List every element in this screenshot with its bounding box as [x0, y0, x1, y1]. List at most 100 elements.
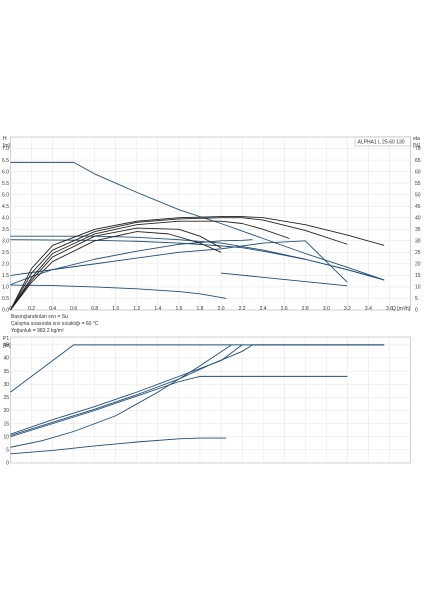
top-y-tick-label-right: 15: [415, 273, 421, 279]
x-tick-label: 0.8: [91, 306, 98, 312]
top-series-line-11: [10, 231, 222, 311]
x-tick-label: 1.2: [133, 306, 140, 312]
bottom-y-tick-label: 45: [3, 343, 9, 349]
top-series-line-5: [10, 284, 227, 299]
x-tick-label: 1.8: [196, 306, 203, 312]
bottom-series-line-5: [10, 437, 227, 455]
top-y-tick-label-right: 70: [415, 146, 421, 152]
top-y-tick-label-right: 0: [415, 308, 418, 314]
bottom-chart-frame: [10, 336, 411, 464]
top-chart-x-ticks: 0 0.2 0.4 0.6 0.8 1.0 1.2 1.4 1.6 1.8 2.0 2.2 2.4 2.6…: [9, 306, 393, 312]
top-y-tick-label: 0.5: [2, 296, 9, 302]
bottom-y-tick-label: 0: [6, 461, 9, 467]
top-y-tick-label: 6.5: [2, 158, 9, 164]
bottom-y-tick-label: 40: [3, 356, 9, 362]
top-y-tick-label-right: 30: [415, 239, 421, 245]
bottom-series-line-4: [10, 344, 232, 448]
top-y-tick-label: 6.0: [2, 169, 9, 175]
chart-title: ALPHA1 L 25-60 130: [358, 140, 405, 146]
bottom-y-tick-label: 30: [3, 382, 9, 388]
x-tick-label: 2.4: [260, 306, 267, 312]
top-y-axis-symbol: H: [3, 136, 7, 142]
top-y-axis-right-symbol: eta: [413, 136, 420, 142]
top-y-axis-unit: [m]: [3, 143, 11, 149]
bottom-series-line-3: [10, 375, 348, 438]
top-series-line-2: [10, 239, 385, 281]
operating-notes: Basınçlandırılan sıvı = Su Çalışma sıras…: [11, 314, 99, 334]
top-series-line-6: [220, 272, 348, 287]
x-tick-label: 2.0: [218, 306, 225, 312]
x-tick-label: 3.4: [365, 306, 372, 312]
top-y-tick-label: 2.0: [2, 262, 9, 268]
bottom-y-axis-unit: [W]: [3, 343, 11, 349]
x-tick-label: 2.8: [302, 306, 309, 312]
x-tick-label: 3.0: [323, 306, 330, 312]
note-density: Yoğunluk = 983.2 kg/m³: [11, 328, 64, 334]
bottom-series-line-1: [10, 344, 385, 436]
x-tick-label: 1.0: [112, 306, 119, 312]
bottom-series-line-0: [10, 344, 385, 393]
power-chart: 0 5 10 15 20 25 30 35 40 45 P1 [W]: [3, 336, 411, 467]
top-y-tick-label-right: 40: [415, 215, 421, 221]
top-y-tick-label: 1.0: [2, 285, 9, 291]
top-y-tick-label: 5.0: [2, 192, 9, 198]
top-chart-frame: [10, 136, 411, 311]
top-y-tick-label: 2.5: [2, 250, 9, 256]
top-series-line-8: [10, 217, 348, 311]
top-y-tick-label-right: 45: [415, 204, 421, 210]
top-series-line-0: [10, 161, 385, 281]
top-y-tick-label: 0.0: [2, 308, 9, 314]
top-y-tick-label-right: 10: [415, 285, 421, 291]
head-efficiency-chart: 0.0 0.5 1.0 1.5 2.0 2.5 3.0 3.5 4.0 4.5 5.0 5.5 6.0 6…: [2, 136, 421, 314]
chart-title-box: ALPHA1 L 25-60 130: [354, 136, 411, 147]
x-tick-label: 1.6: [175, 306, 182, 312]
top-y-tick-label-right: 25: [415, 250, 421, 256]
top-y-tick-label: 3.5: [2, 227, 9, 233]
top-chart-y-ticks-right: 0 5 10 15 20 25 30 35 40 45 50 55 60 65 70: [415, 146, 421, 313]
top-y-tick-label: 1.5: [2, 273, 9, 279]
top-y-tick-label-right: 20: [415, 262, 421, 268]
top-y-tick-label: 4.0: [2, 215, 9, 221]
top-y-tick-label-right: 65: [415, 158, 421, 164]
x-tick-label: 3.2: [344, 306, 351, 312]
top-series-line-3: [10, 240, 348, 283]
top-series-line-9: [10, 220, 290, 311]
top-y-axis-right-unit: [%]: [413, 143, 421, 149]
bottom-chart-grid: [10, 337, 411, 463]
bottom-y-axis-symbol: P1: [3, 336, 9, 342]
bottom-y-tick-label: 35: [3, 369, 9, 375]
x-tick-label: 0.2: [28, 306, 35, 312]
x-tick-label: 0.6: [70, 306, 77, 312]
top-y-tick-label-right: 60: [415, 169, 421, 175]
top-y-tick-label-right: 5: [415, 296, 418, 302]
top-y-tick-label-right: 55: [415, 181, 421, 187]
top-y-tick-label: 4.5: [2, 204, 9, 210]
top-series-line-10: [10, 227, 222, 311]
top-series-line-4: [10, 239, 253, 286]
note-temperature: Çalışma sırasında sıvı sıcaklığı = 60 °C: [11, 321, 99, 327]
x-tick-label: 3.6: [386, 306, 393, 312]
top-chart-grid: [10, 137, 411, 310]
x-axis-label: Q [m³/h]: [392, 306, 411, 312]
bottom-y-tick-label: 10: [3, 434, 9, 440]
bottom-y-tick-label: 25: [3, 395, 9, 401]
note-liquid: Basınçlandırılan sıvı = Su: [11, 314, 68, 320]
top-y-tick-label: 5.5: [2, 181, 9, 187]
bottom-chart-y-ticks: 0 5 10 15 20 25 30 35 40 45: [3, 343, 9, 467]
bottom-chart-series: [10, 344, 385, 455]
bottom-series-line-2: [10, 344, 243, 435]
x-tick-label: 1.4: [154, 306, 161, 312]
bottom-y-tick-label: 15: [3, 421, 9, 427]
bottom-y-tick-label: 20: [3, 408, 9, 414]
top-y-tick-label: 7.0: [2, 146, 9, 152]
top-chart-y-ticks: 0.0 0.5 1.0 1.5 2.0 2.5 3.0 3.5 4.0 4.5 5.0 5.5 6.0 6…: [2, 146, 9, 313]
x-tick-label: 0: [9, 306, 12, 312]
top-y-tick-label: 3.0: [2, 239, 9, 245]
bottom-y-tick-label: 5: [6, 448, 9, 454]
top-y-tick-label-right: 35: [415, 227, 421, 233]
top-chart-series: [10, 161, 385, 311]
x-tick-label: 2.2: [239, 306, 246, 312]
top-y-tick-label-right: 50: [415, 192, 421, 198]
x-tick-label: 0.4: [49, 306, 56, 312]
